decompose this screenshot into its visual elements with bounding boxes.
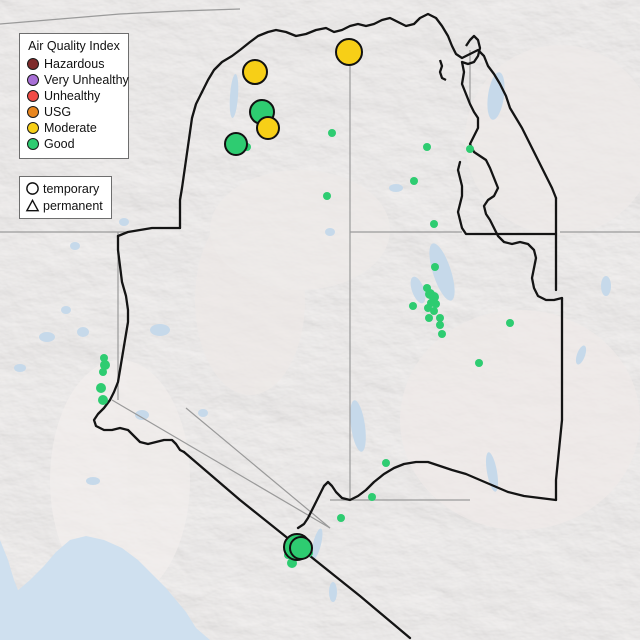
monitor-site-small[interactable] — [438, 330, 446, 338]
ocean-pacific-north — [0, 540, 40, 640]
border-nv-ut — [460, 60, 564, 302]
legend-label-permanent: permanent — [43, 198, 103, 213]
legend-row-very-unhealthy: Very Unhealthy — [27, 72, 129, 88]
monitor-site-small[interactable] — [424, 304, 432, 312]
legend-row-usg: USG — [27, 104, 121, 120]
legend-row-moderate: Moderate — [27, 120, 121, 136]
monitor-site-small[interactable] — [337, 514, 345, 522]
border-north — [200, 12, 558, 200]
legend-row-good: Good — [27, 136, 121, 152]
monitor-site-small[interactable] — [409, 302, 417, 310]
monitor-site-highlighted[interactable] — [289, 536, 313, 560]
monitor-site-small[interactable] — [382, 459, 390, 467]
border-ca-east — [92, 234, 186, 454]
legend-label: USG — [44, 105, 72, 119]
monitor-site-small[interactable] — [506, 319, 514, 327]
monitor-site-small[interactable] — [100, 360, 110, 370]
legend-title: Air Quality Index — [28, 39, 120, 53]
monitor-site-small[interactable] — [466, 145, 474, 153]
monitor-site-small[interactable] — [427, 299, 435, 307]
border-az-north — [296, 460, 558, 530]
monitor-site-small[interactable] — [430, 220, 438, 228]
legend-row-unhealthy: Unhealthy — [27, 88, 121, 104]
lakes — [14, 72, 611, 602]
border-ca-north — [116, 226, 182, 238]
legend-rows: Hazardous Very Unhealthy Unhealthy USG Moder… — [27, 56, 129, 152]
monitor-site-small[interactable] — [328, 129, 336, 137]
legend-label: Hazardous — [44, 57, 105, 71]
monitor-site-small[interactable] — [436, 321, 444, 329]
monitor-site-small[interactable] — [423, 284, 431, 292]
ocean-pacific — [0, 536, 210, 640]
monitor-site-small[interactable] — [425, 314, 433, 322]
legend-swatch-icon — [27, 122, 39, 134]
legend-swatch-icon — [27, 74, 39, 86]
monitor-site-small[interactable] — [368, 493, 376, 501]
legend-swatch-icon — [27, 106, 39, 118]
monitor-site-small[interactable] — [410, 177, 418, 185]
legend-swatch-icon — [27, 138, 39, 150]
monitor-site-small[interactable] — [475, 359, 483, 367]
legend-label: Very Unhealthy — [44, 73, 129, 87]
legend-row-hazardous: Hazardous — [27, 56, 121, 72]
monitor-site-small[interactable] — [429, 292, 439, 302]
monitor-site-small[interactable] — [99, 368, 107, 376]
county-borders — [0, 8, 640, 529]
monitor-site-small[interactable] — [323, 192, 331, 200]
triangle-icon — [25, 198, 40, 212]
legend-label-temporary: temporary — [43, 181, 100, 196]
state-borders — [92, 12, 564, 640]
monitor-site-small[interactable] — [430, 307, 438, 315]
monitor-site-small[interactable] — [96, 383, 106, 393]
border-oregon-west — [178, 90, 204, 230]
legend-label: Unhealthy — [44, 89, 101, 103]
monitor-site-small[interactable] — [98, 395, 108, 405]
circle-icon — [26, 182, 39, 195]
monitor-site-small[interactable] — [436, 314, 444, 322]
border-ut-az-east — [554, 296, 564, 502]
legend-label: Moderate — [44, 121, 97, 135]
monitor-site-small[interactable] — [431, 263, 439, 271]
monitor-site-highlighted[interactable] — [224, 132, 248, 156]
legend-swatch-icon — [27, 90, 39, 102]
monitor-site-highlighted[interactable] — [256, 116, 280, 140]
monitor-site-small[interactable] — [432, 300, 440, 308]
border-id-inner — [456, 160, 558, 236]
legend-site-type: temporary permanent — [19, 176, 112, 219]
monitor-site-highlighted[interactable] — [242, 59, 268, 85]
legend-label: Good — [44, 137, 75, 151]
monitor-site-small[interactable] — [100, 354, 108, 362]
monitor-site-small[interactable] — [423, 143, 431, 151]
legend-swatch-icon — [27, 58, 39, 70]
state-borders-secondary — [438, 34, 482, 82]
monitor-site-small[interactable] — [287, 558, 297, 568]
legend-row-permanent: permanent — [25, 197, 105, 214]
monitor-site-highlighted[interactable] — [335, 38, 363, 66]
legend-row-temporary: temporary — [25, 180, 105, 197]
legend-air-quality-index: Air Quality Index Hazardous Very Unhealth… — [19, 33, 129, 159]
